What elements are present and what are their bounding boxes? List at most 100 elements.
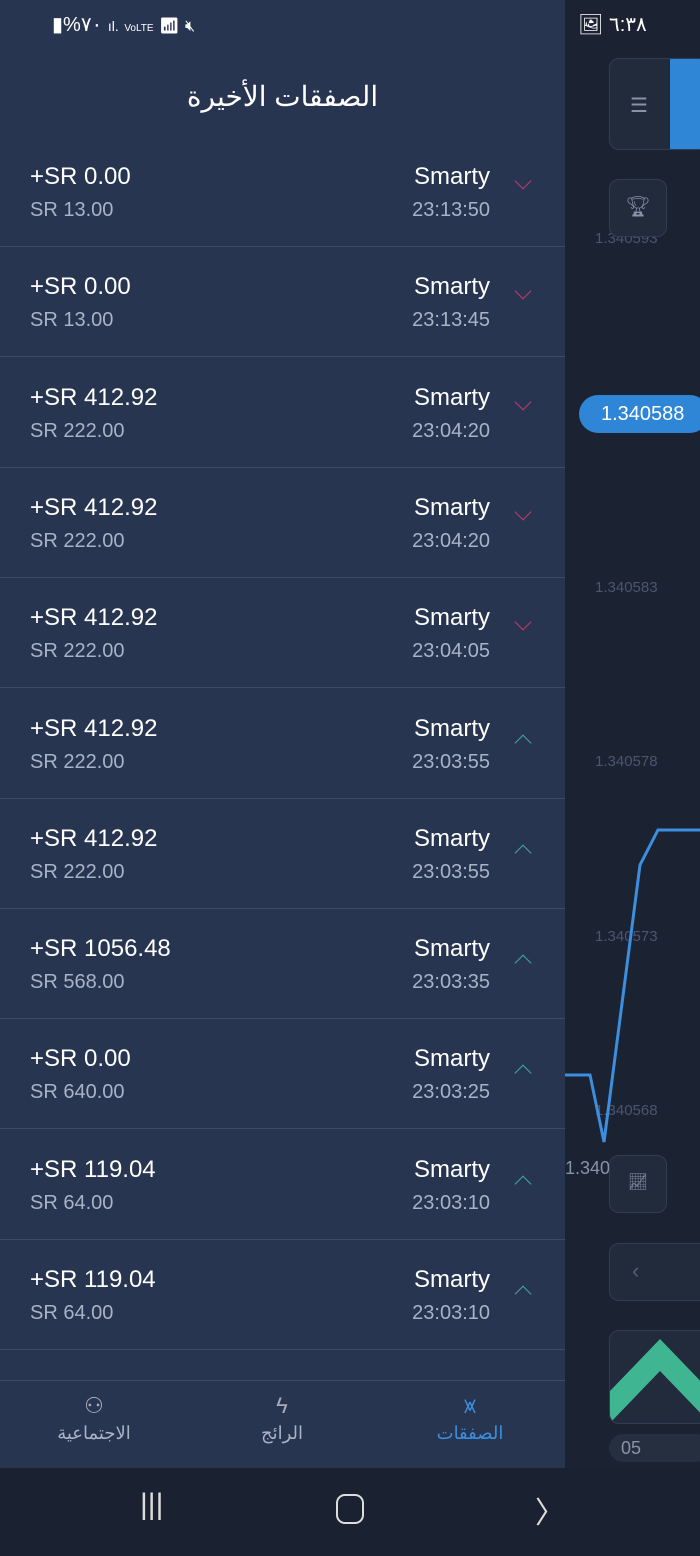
nav-trades[interactable]: ⩙ الصفقات	[376, 1381, 564, 1469]
price-chart: 1.340593 1.340583 1.340578 1.340573 1.34…	[565, 0, 700, 1468]
trophy-icon: 🏆︎	[625, 196, 651, 218]
trade-row[interactable]: +SR 119.04 SR 64.00 Smarty 23:03:10	[0, 1130, 565, 1240]
trade-row[interactable]: +SR 0.00 SR 640.00 Smarty 23:03:25	[0, 1019, 565, 1130]
buy-up-button[interactable]	[609, 1330, 700, 1424]
trade-asset: Smarty	[413, 273, 490, 301]
trade-stake: SR 64.00	[30, 1302, 114, 1324]
trade-time: 23:13:50	[412, 199, 490, 221]
chevron-down-icon	[514, 503, 532, 521]
trade-profit: +SR 0.00	[30, 1045, 131, 1073]
chevron-up-icon	[514, 1175, 532, 1193]
trade-asset: Smarty	[413, 935, 490, 963]
arrow-up-icon	[610, 1339, 700, 1423]
trade-profit: +SR 412.92	[30, 383, 158, 411]
trade-stake: SR 568.00	[30, 971, 125, 994]
low-price-label: 1.340	[565, 1158, 611, 1178]
trade-row[interactable]: +SR 1056.48 SR 568.00 Smarty 23:03:35	[0, 909, 565, 1020]
page-title: الصفقات الأخيرة	[186, 81, 379, 112]
chevron-down-icon	[514, 172, 532, 190]
trade-row[interactable]: +SR 412.92 SR 222.00 Smarty 23:04:05	[0, 578, 565, 689]
back-nav-button[interactable]: 〉	[535, 1497, 565, 1530]
chevron-down-icon	[514, 613, 532, 631]
chevron-up-icon	[514, 954, 532, 972]
trade-time: 23:03:25	[412, 1081, 490, 1104]
trade-stake: SR 222.00	[30, 529, 125, 552]
trade-asset: Smarty	[413, 604, 490, 632]
chevron-up-icon	[514, 844, 532, 862]
chart-icon: 📈︎	[627, 1174, 649, 1191]
recent-trades-panel: ▮%٧٠ ıl. VoLTE 📶︎ 🔇︎ الصفقات الأخيرة +SR…	[0, 0, 565, 1468]
trade-asset: Smarty	[413, 824, 490, 852]
trade-row[interactable]: +SR 412.92 SR 222.00 Smarty 23:03:55	[0, 799, 565, 909]
trade-profit: +SR 0.00	[30, 273, 131, 301]
signal-icon: ıl.	[107, 18, 119, 34]
trade-asset: Smarty	[413, 163, 490, 190]
trade-time: 23:13:45	[412, 309, 490, 332]
trade-profit: +SR 0.00	[30, 163, 131, 190]
home-button[interactable]	[336, 1494, 364, 1524]
trade-time: 23:03:55	[412, 860, 490, 883]
trades-icon: ⩙	[463, 1393, 477, 1418]
trade-row[interactable]: +SR 0.00 SR 13.00 Smarty 23:13:45	[0, 247, 565, 358]
clock: 🖼︎ ٦:٣٨	[578, 12, 647, 37]
trophy-button[interactable]: 🏆︎	[609, 179, 667, 237]
nav-social[interactable]: ⚇ الاجتماعية	[0, 1381, 188, 1469]
trade-time: 23:03:10	[412, 1302, 490, 1324]
chevron-up-icon	[514, 1064, 532, 1082]
back-button[interactable]: ‹	[609, 1243, 700, 1301]
recent-apps-button[interactable]: |||	[140, 1488, 164, 1521]
trade-asset: Smarty	[413, 1155, 490, 1183]
trade-profit: +SR 412.92	[30, 493, 158, 521]
nav-label: الرائج	[260, 1423, 304, 1443]
battery-status: ▮%٧٠ ıl. VoLTE 📶︎ 🔇︎	[52, 14, 196, 36]
current-price-badge: 1.340588	[579, 395, 700, 433]
trade-profit: +SR 119.04	[30, 1266, 156, 1293]
clock-time: ٦:٣٨	[608, 14, 647, 36]
trade-stake: SR 222.00	[30, 750, 125, 773]
trade-stake: SR 13.00	[30, 199, 114, 221]
trade-time: 23:04:05	[412, 640, 490, 663]
user-plus-icon: ⚇	[84, 1393, 104, 1418]
trade-profit: +SR 412.92	[30, 604, 158, 632]
nav-label: الاجتماعية	[57, 1423, 131, 1443]
trade-row[interactable]: +SR 412.92 SR 222.00 Smarty 23:04:20	[0, 358, 565, 468]
trade-profit: +SR 412.92	[30, 824, 158, 852]
trade-time: 23:03:35	[412, 971, 490, 994]
nav-trending[interactable]: ϟ الرائج	[188, 1381, 376, 1469]
indicators-button[interactable]: 📈︎	[609, 1155, 667, 1213]
trade-stake: SR 640.00	[30, 1081, 125, 1104]
trade-profit: +SR 1056.48	[30, 935, 171, 963]
trade-profit: +SR 412.92	[30, 714, 158, 742]
menu-button[interactable]: ☰	[609, 58, 700, 150]
trade-profit: +SR 119.04	[30, 1155, 156, 1183]
trade-stake: SR 222.00	[30, 640, 125, 663]
battery-percent: %٧٠	[63, 14, 103, 36]
price-label: 1.340583	[595, 579, 658, 596]
trade-asset: Smarty	[413, 493, 490, 521]
price-label: 1.340573	[595, 928, 658, 945]
trade-asset: Smarty	[413, 383, 490, 411]
trade-time: 23:03:55	[412, 750, 490, 773]
chevron-left-icon: ‹	[632, 1258, 640, 1283]
trade-row[interactable]: +SR 412.92 SR 222.00 Smarty 23:04:20	[0, 468, 565, 578]
system-nav-bar: ||| 〉	[0, 1468, 700, 1556]
trade-stake: SR 13.00	[30, 309, 114, 332]
list-icon: ☰	[630, 95, 648, 117]
nav-label: الصفقات	[436, 1423, 504, 1443]
trade-time: 23:04:20	[412, 529, 490, 552]
trade-row[interactable]: +SR 412.92 SR 222.00 Smarty 23:03:55	[0, 689, 565, 799]
timer-value: 05	[621, 1438, 642, 1458]
lightning-icon: ϟ	[276, 1393, 288, 1418]
price-label: 1.340568	[595, 1102, 658, 1119]
trade-row[interactable]: +SR 119.04 SR 64.00 Smarty 23:03:10	[0, 1240, 565, 1350]
mute-icon: 🔇︎	[185, 18, 196, 35]
chevron-up-icon	[514, 734, 532, 751]
chevron-up-icon	[514, 1285, 532, 1303]
price-label: 1.340578	[595, 753, 658, 770]
trade-stake: SR 64.00	[30, 1191, 114, 1214]
bottom-nav: ⚇ الاجتماعية ϟ الرائج ⩙ الصفقات	[0, 1380, 565, 1468]
trade-time: 23:03:10	[412, 1191, 490, 1214]
lte-icon: VoLTE	[124, 23, 154, 34]
trade-row[interactable]: +SR 0.00 SR 13.00 Smarty 23:13:50	[0, 137, 565, 247]
chevron-down-icon	[514, 282, 532, 300]
